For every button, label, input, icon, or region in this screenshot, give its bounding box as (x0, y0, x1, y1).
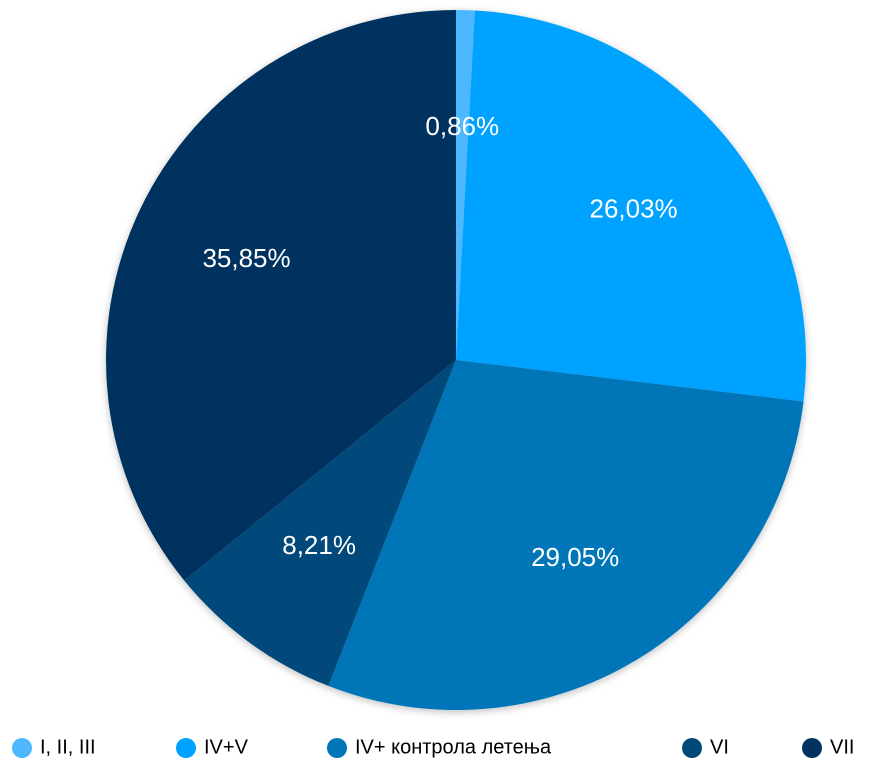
legend-marker (682, 738, 702, 758)
pie (106, 10, 806, 710)
data-label: 29,05% (531, 542, 619, 572)
legend-marker (327, 738, 347, 758)
legend-label: VII (830, 736, 854, 758)
legend-marker (12, 738, 32, 758)
pie-slice (184, 360, 456, 686)
pie-slice (328, 360, 804, 710)
legend-label: IV+ контрола летења (355, 736, 552, 758)
pie-slice (456, 10, 475, 360)
legend-label: I, II, III (40, 736, 96, 758)
pie-slice (456, 10, 806, 402)
legend-label: VI (710, 736, 729, 758)
pie-slice (106, 10, 456, 581)
data-label: 35,85% (202, 243, 290, 273)
data-label: 26,03% (589, 194, 677, 224)
legend-marker (176, 738, 196, 758)
data-label: 0,86% (425, 111, 499, 141)
data-label: 8,21% (282, 530, 356, 560)
legend-marker (802, 738, 822, 758)
legend-label: IV+V (204, 736, 249, 758)
